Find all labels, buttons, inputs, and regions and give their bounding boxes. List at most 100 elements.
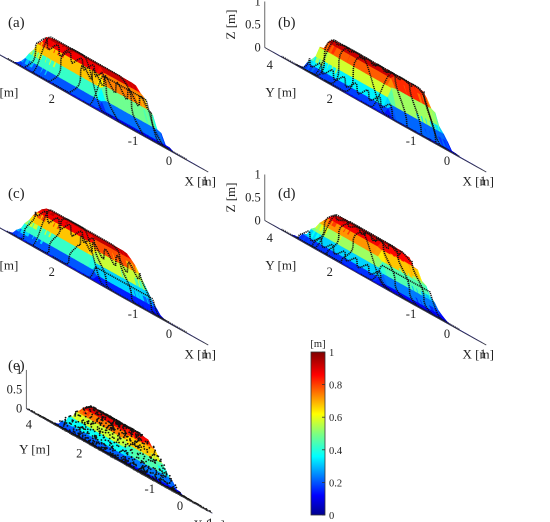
cloud-point [104,429,107,432]
cloud-point [91,435,94,437]
x-tick-label: -1 [128,134,138,148]
cloud-point [124,445,127,448]
y-tick-label: 2 [327,92,333,106]
cloud-point [133,465,135,468]
cloud-point [126,442,129,445]
cloud-point [145,460,148,463]
cloud-point [131,452,134,454]
cloud-point [81,426,84,429]
cloud-point [140,446,143,448]
cloud-point [118,451,121,453]
scan-line [324,55,460,158]
cloud-point [128,427,131,429]
scan-line [82,74,170,151]
cloud-point [65,422,68,424]
cloud-point [163,472,166,474]
cloud-point [164,481,167,483]
cloud-point [82,431,85,434]
cloud-point [158,478,161,480]
cloud-point [82,407,85,410]
cloud-point [109,448,112,450]
cloud-point [122,455,125,458]
cloud-point [75,421,77,423]
cloud-point [89,416,92,419]
y-tick-label: 2 [76,446,82,460]
cloud-point [104,414,107,416]
surface [0,37,209,173]
cloud-point [162,476,164,479]
cloud-point [102,450,105,452]
cloud-point [134,445,137,448]
cloud-point [84,415,87,418]
cloud-point [66,425,69,427]
cloud-point [165,473,168,476]
scan-line [31,48,168,150]
cloud-point [100,442,103,445]
cloud-point [108,444,111,446]
cloud-point [146,451,149,453]
cloud-point [145,470,148,472]
cloud-point [59,420,61,422]
cloud-point [153,451,156,453]
cloud-point [123,424,126,427]
x-axis-label: X [m] [184,346,215,361]
cloud-point [77,433,80,435]
y-tick-label: 2 [327,265,333,279]
cloud-point [109,434,111,436]
x-tick-label: -1 [128,307,138,321]
cloud-point [91,413,94,416]
cloud-point [166,482,168,484]
cloud-point [134,430,137,432]
cloud-point [100,428,103,430]
cloud-point [126,439,128,441]
cloud-point [154,474,156,476]
cloud-point [83,409,86,411]
cloud-point [129,440,132,442]
cloud-point [159,460,161,462]
cloud-point [102,436,105,439]
cloud-point [119,429,122,432]
z-tick-label: 0 [16,402,22,416]
cloud-point [142,467,145,470]
cloud-point [116,444,118,447]
cloud-point [79,428,81,430]
cloud-point [87,422,90,425]
cloud-point [131,441,134,444]
colorbar-tick-label: 0.6 [329,413,342,424]
cloud-point [117,445,120,448]
cloud-point [163,468,166,470]
cloud-point [143,442,146,445]
cloud-point [88,408,91,411]
cloud-point [161,472,164,474]
y-tick-label: 4 [267,231,274,245]
cloud-point [118,422,120,425]
cloud-point [114,449,116,452]
y-axis-line [264,47,400,125]
cloud-point [146,448,148,451]
cloud-point [128,457,130,460]
colorbar-tick-label: 1 [329,348,334,359]
cloud-point [96,426,99,428]
surface [0,208,209,346]
cloud-point [64,421,66,424]
cloud-point [160,478,163,481]
cloud-point [104,431,107,434]
cloud-point [63,423,66,426]
cloud-point [160,464,163,467]
z-axis-label: Z [m] [223,183,238,213]
cloud-point [127,460,129,463]
y-tick-label: 2 [49,92,55,106]
cloud-point [103,443,106,446]
cloud-point [109,451,112,454]
x-axis-line [399,123,487,173]
cloud-point [96,413,99,416]
cloud-point [111,445,114,448]
cloud-point [133,463,136,466]
scan-line [303,40,391,118]
x-tick-label: -1 [406,134,416,148]
y-axis-label: Y [m] [19,441,50,456]
cloud-point [154,449,157,452]
cloud-point [102,434,105,437]
z-tick-label: 0 [255,214,261,228]
